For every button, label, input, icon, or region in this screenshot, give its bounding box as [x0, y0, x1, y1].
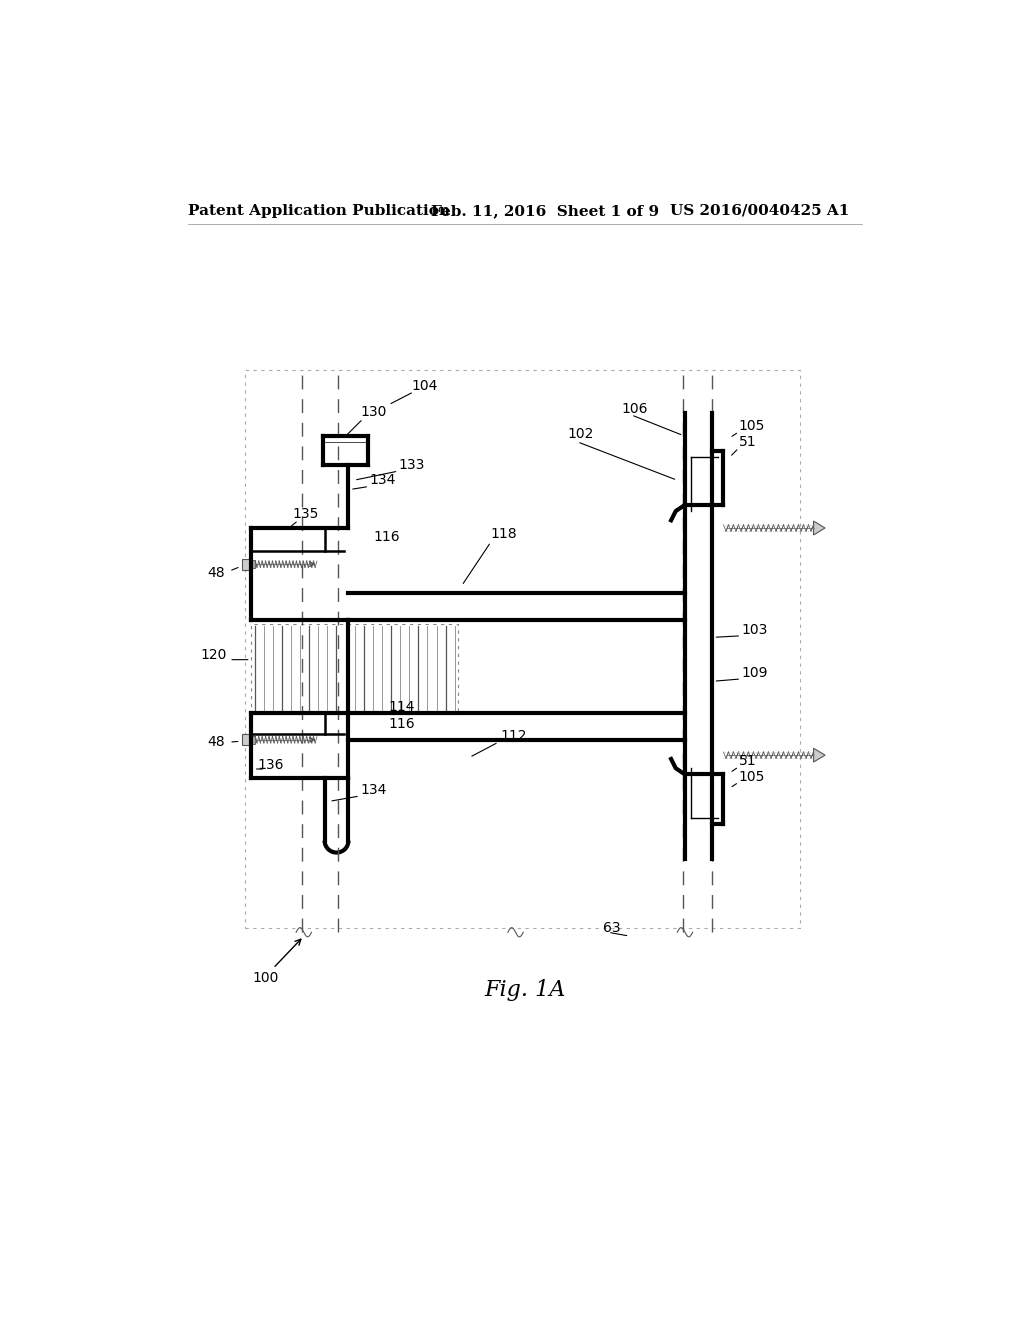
Text: Feb. 11, 2016  Sheet 1 of 9: Feb. 11, 2016 Sheet 1 of 9 — [431, 203, 659, 218]
Text: 48: 48 — [207, 735, 224, 748]
Text: 100: 100 — [252, 972, 279, 986]
Text: 114: 114 — [388, 701, 415, 714]
Polygon shape — [813, 748, 825, 762]
Text: 63: 63 — [602, 921, 621, 936]
Text: 135: 135 — [292, 507, 318, 521]
Text: 133: 133 — [398, 458, 425, 471]
Text: 51: 51 — [739, 434, 757, 449]
Text: 134: 134 — [360, 783, 386, 797]
Text: 116: 116 — [388, 717, 415, 731]
Bar — [252, 561, 255, 568]
Text: US 2016/0040425 A1: US 2016/0040425 A1 — [670, 203, 849, 218]
Text: 102: 102 — [568, 428, 594, 441]
Text: 116: 116 — [374, 531, 400, 544]
Text: Fig. 1A: Fig. 1A — [484, 979, 565, 1001]
Text: 120: 120 — [201, 648, 226, 663]
Bar — [243, 558, 252, 570]
Bar — [243, 734, 252, 744]
Text: 51: 51 — [739, 754, 757, 768]
Text: 130: 130 — [360, 405, 386, 420]
Text: 118: 118 — [490, 527, 517, 541]
Text: 136: 136 — [258, 758, 284, 772]
Text: Patent Application Publication: Patent Application Publication — [188, 203, 451, 218]
Text: 112: 112 — [500, 729, 526, 743]
Text: 105: 105 — [739, 420, 765, 433]
Text: 104: 104 — [412, 379, 438, 392]
Text: 109: 109 — [741, 665, 768, 680]
Text: 48: 48 — [207, 566, 224, 579]
Text: 105: 105 — [739, 770, 765, 784]
Text: 103: 103 — [741, 623, 768, 636]
Text: 134: 134 — [370, 474, 395, 487]
Text: 106: 106 — [622, 401, 648, 416]
Polygon shape — [813, 521, 825, 535]
Bar — [245, 370, 801, 928]
Bar — [252, 737, 255, 743]
Bar — [252, 624, 458, 714]
